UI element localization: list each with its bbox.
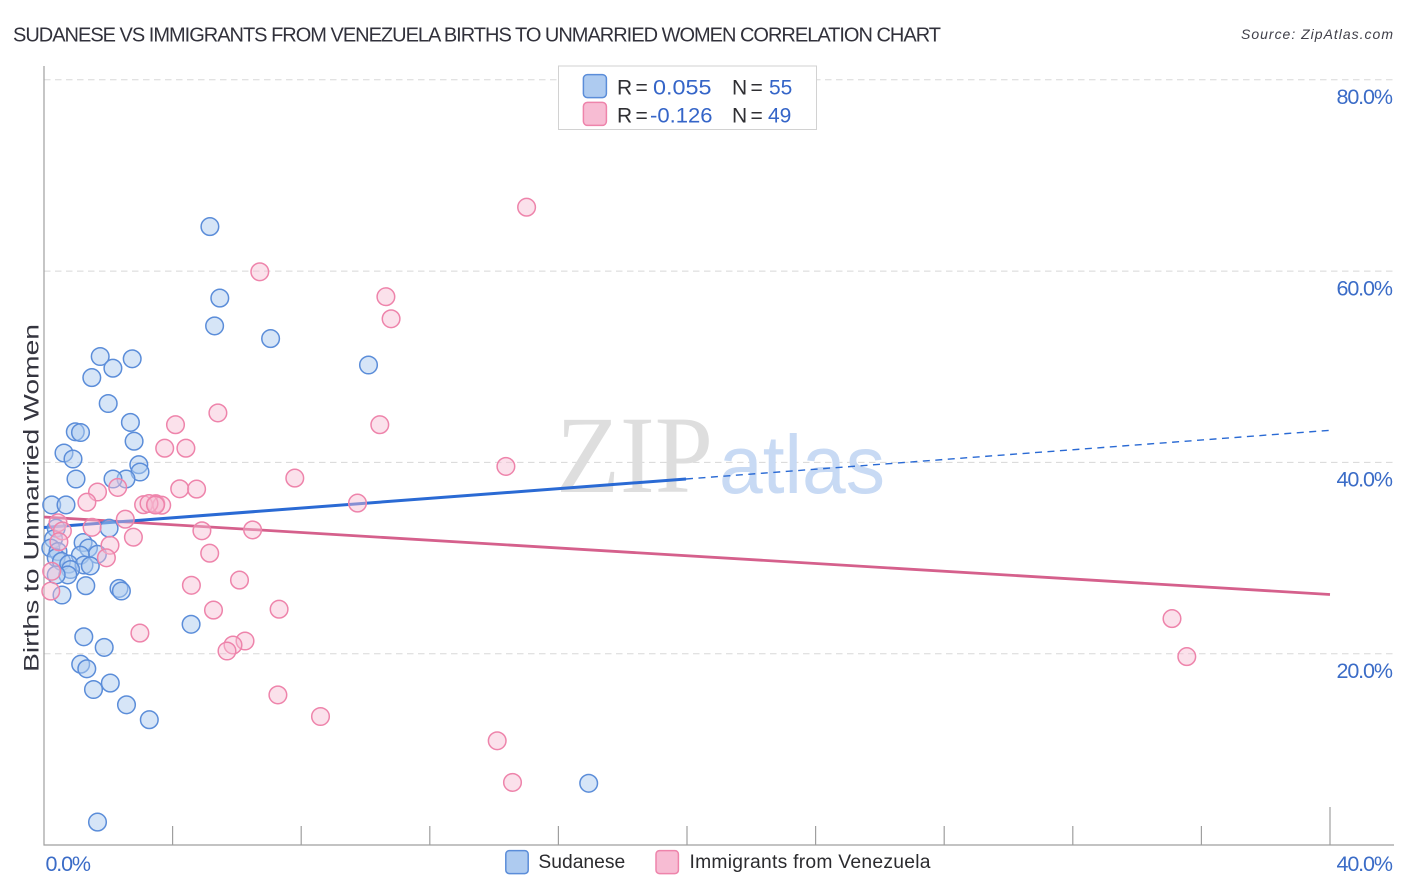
svg-text:Immigrants from Venezuela: Immigrants from Venezuela [690,852,931,873]
svg-text:ZIP: ZIP [556,394,713,516]
svg-text:40.0%: 40.0% [1337,468,1394,492]
svg-text:60.0%: 60.0% [1337,276,1394,300]
svg-text:=: = [636,77,648,100]
svg-text:-0.126: -0.126 [650,105,713,128]
svg-text:SUDANESE VS IMMIGRANTS FROM VE: SUDANESE VS IMMIGRANTS FROM VENEZUELA BI… [13,25,941,47]
svg-text:N: N [732,105,747,128]
svg-text:80.0%: 80.0% [1337,85,1394,109]
svg-text:0.0%: 0.0% [46,852,92,876]
svg-text:40.0%: 40.0% [1337,852,1394,876]
svg-text:N: N [732,77,747,100]
svg-text:atlas: atlas [719,418,885,511]
svg-text:49: 49 [768,105,791,128]
svg-text:Sudanese: Sudanese [538,852,625,873]
svg-text:0.055: 0.055 [653,77,712,100]
svg-text:R: R [617,105,632,128]
svg-text:=: = [751,77,763,100]
svg-text:55: 55 [769,77,792,100]
svg-text:=: = [636,105,648,128]
svg-text:=: = [751,105,763,128]
svg-text:R: R [617,77,632,100]
svg-text:20.0%: 20.0% [1337,659,1394,683]
svg-text:Births to Unmarried Women: Births to Unmarried Women [21,324,44,672]
svg-text:Source: ZipAtlas.com: Source: ZipAtlas.com [1241,26,1393,42]
